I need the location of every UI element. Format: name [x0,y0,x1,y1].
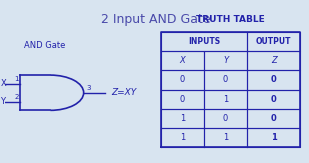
Text: X: X [0,79,6,88]
Text: 2 Input AND Gate: 2 Input AND Gate [101,13,211,26]
Text: AND Gate: AND Gate [23,41,65,50]
Text: Z=XY: Z=XY [111,88,136,97]
Text: 2: 2 [14,94,19,100]
Text: 0: 0 [271,114,277,123]
Text: 1: 1 [180,133,185,142]
Text: 0: 0 [180,95,185,104]
Text: Z: Z [271,56,277,65]
Text: Y: Y [0,97,6,106]
Text: X: X [180,56,185,65]
Text: 0: 0 [180,75,185,84]
Text: 1: 1 [271,133,277,142]
Text: INPUTS: INPUTS [188,37,220,46]
Text: 1: 1 [180,114,185,123]
Text: 0: 0 [223,114,228,123]
Text: 3: 3 [87,85,91,91]
Text: 0: 0 [271,75,277,84]
Text: Y: Y [223,56,228,65]
Text: 1: 1 [223,133,228,142]
Text: TRUTH TABLE: TRUTH TABLE [196,15,265,24]
Text: 0: 0 [271,95,277,104]
Text: 1: 1 [223,95,228,104]
Text: OUTPUT: OUTPUT [256,37,291,46]
Text: 1: 1 [14,76,19,82]
Text: 0: 0 [223,75,228,84]
